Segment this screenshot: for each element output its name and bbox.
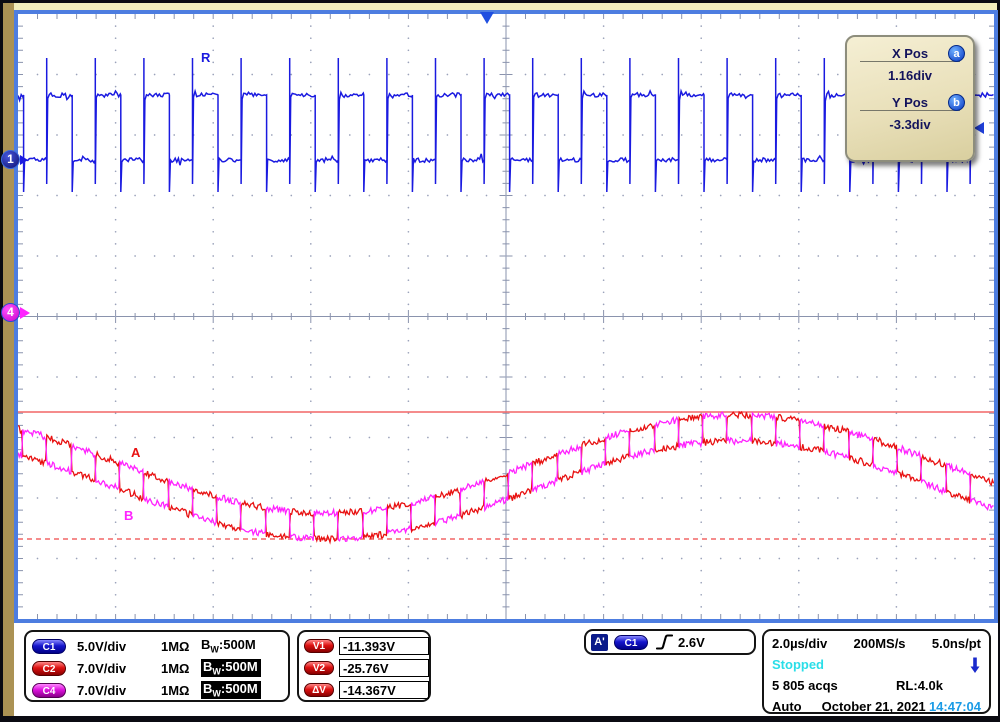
trigger-level-value: 2.6V: [678, 634, 705, 650]
channel4-scale: 7.0V/div: [77, 682, 127, 698]
x-pos-label: X Pos: [891, 46, 929, 61]
channel4-bandwidth: BW:500M: [201, 680, 261, 700]
waveform-canvas: [18, 14, 994, 619]
x-pos-value: 1.16div: [887, 68, 933, 83]
y-pos-value: -3.3div: [889, 117, 931, 132]
timebase-value: 2.0µs/div: [772, 636, 828, 651]
cursor-v1-badge: V1: [304, 639, 334, 653]
cursor-delta-badge: ΔV: [304, 683, 334, 697]
channel1-marker-arrow-icon: [20, 155, 28, 165]
waveform-plot-area: [18, 14, 994, 619]
rising-edge-icon: [656, 634, 673, 650]
plot-frame: [14, 10, 998, 623]
acquisition-count: 5 805 acqs: [772, 678, 838, 693]
status-row: Stopped: [772, 654, 981, 675]
channel2-impedance: 1MΩ: [161, 660, 190, 676]
channel1-badge[interactable]: C1: [32, 638, 66, 654]
cursor-readout-box[interactable]: V1 -11.393V V2 -25.76V ΔV -14.367V: [297, 630, 431, 702]
popup-divider: [860, 110, 960, 111]
channel4-marker-arrow-icon: [20, 307, 30, 319]
channel2-bandwidth: BW:500M: [201, 658, 261, 678]
top-strip: [14, 3, 997, 11]
time-value: 14:47:04: [928, 699, 981, 714]
channel2-scale: 7.0V/div: [77, 660, 127, 676]
channel1-scale: 5.0V/div: [77, 638, 127, 654]
record-length: RL:4.0k: [896, 678, 943, 693]
cursor-v1-row: V1 -11.393V: [304, 635, 429, 657]
date-value: October 21, 2021: [821, 699, 926, 714]
badge-a-icon: a: [948, 45, 965, 62]
cursor-v2-value: -25.76V: [339, 659, 429, 677]
trigger-settings-box[interactable]: A' C1 2.6V: [584, 629, 756, 655]
acquisitions-row: 5 805 acqs RL:4.0k: [772, 675, 981, 696]
trigger-mode: Auto: [772, 699, 802, 714]
marker-down-arrow-icon: [970, 657, 980, 673]
trigger-position-marker-icon[interactable]: [480, 12, 494, 24]
sample-rate: 200MS/s: [853, 636, 906, 651]
channel1-position-marker[interactable]: 1: [1, 150, 20, 169]
horizontal-acquisition-box[interactable]: 2.0µs/div 200MS/s 5.0ns/pt Stopped 5 805…: [762, 629, 991, 714]
cursor-v2-badge: V2: [304, 661, 334, 675]
channel1-row[interactable]: C1 5.0V/div 1MΩ BW:500M: [32, 635, 288, 657]
acquisition-status: Stopped: [772, 657, 824, 672]
x-pos-row: X Pos a: [847, 37, 973, 62]
trigger-mode-badge: A': [591, 633, 608, 651]
channel1-bandwidth: BW:500M: [201, 637, 256, 655]
channel-settings-box[interactable]: C1 5.0V/div 1MΩ BW:500M C2 7.0V/div 1MΩ …: [24, 630, 290, 702]
sample-resolution: 5.0ns/pt: [931, 636, 981, 651]
y-pos-label: Y Pos: [892, 95, 928, 110]
popup-divider: [860, 61, 960, 62]
channel4-impedance: 1MΩ: [161, 682, 190, 698]
channel2-badge[interactable]: C2: [32, 660, 66, 676]
cursor-v2-row: V2 -25.76V: [304, 657, 429, 679]
channel2-row[interactable]: C2 7.0V/div 1MΩ BW:500M: [32, 657, 288, 679]
trigger-source-badge[interactable]: C1: [614, 634, 648, 650]
channel4-row[interactable]: C4 7.0V/div 1MΩ BW:500M: [32, 679, 288, 701]
cursor-delta-row: ΔV -14.367V: [304, 679, 429, 701]
timebase-row: 2.0µs/div 200MS/s 5.0ns/pt: [772, 633, 981, 654]
trigger-level-marker-icon[interactable]: [974, 122, 984, 134]
badge-b-icon: b: [948, 94, 965, 111]
datetime-row: Auto October 21, 2021 14:47:04: [772, 696, 981, 717]
position-readout-popup[interactable]: X Pos a 1.16div Y Pos b -3.3div: [845, 35, 975, 162]
y-pos-row: Y Pos b: [847, 86, 973, 111]
cursor-v1-value: -11.393V: [339, 637, 429, 655]
channel4-badge[interactable]: C4: [32, 682, 66, 698]
cursor-delta-value: -14.367V: [339, 681, 429, 699]
channel4-position-marker[interactable]: 4: [1, 303, 20, 322]
channel1-impedance: 1MΩ: [161, 638, 190, 654]
